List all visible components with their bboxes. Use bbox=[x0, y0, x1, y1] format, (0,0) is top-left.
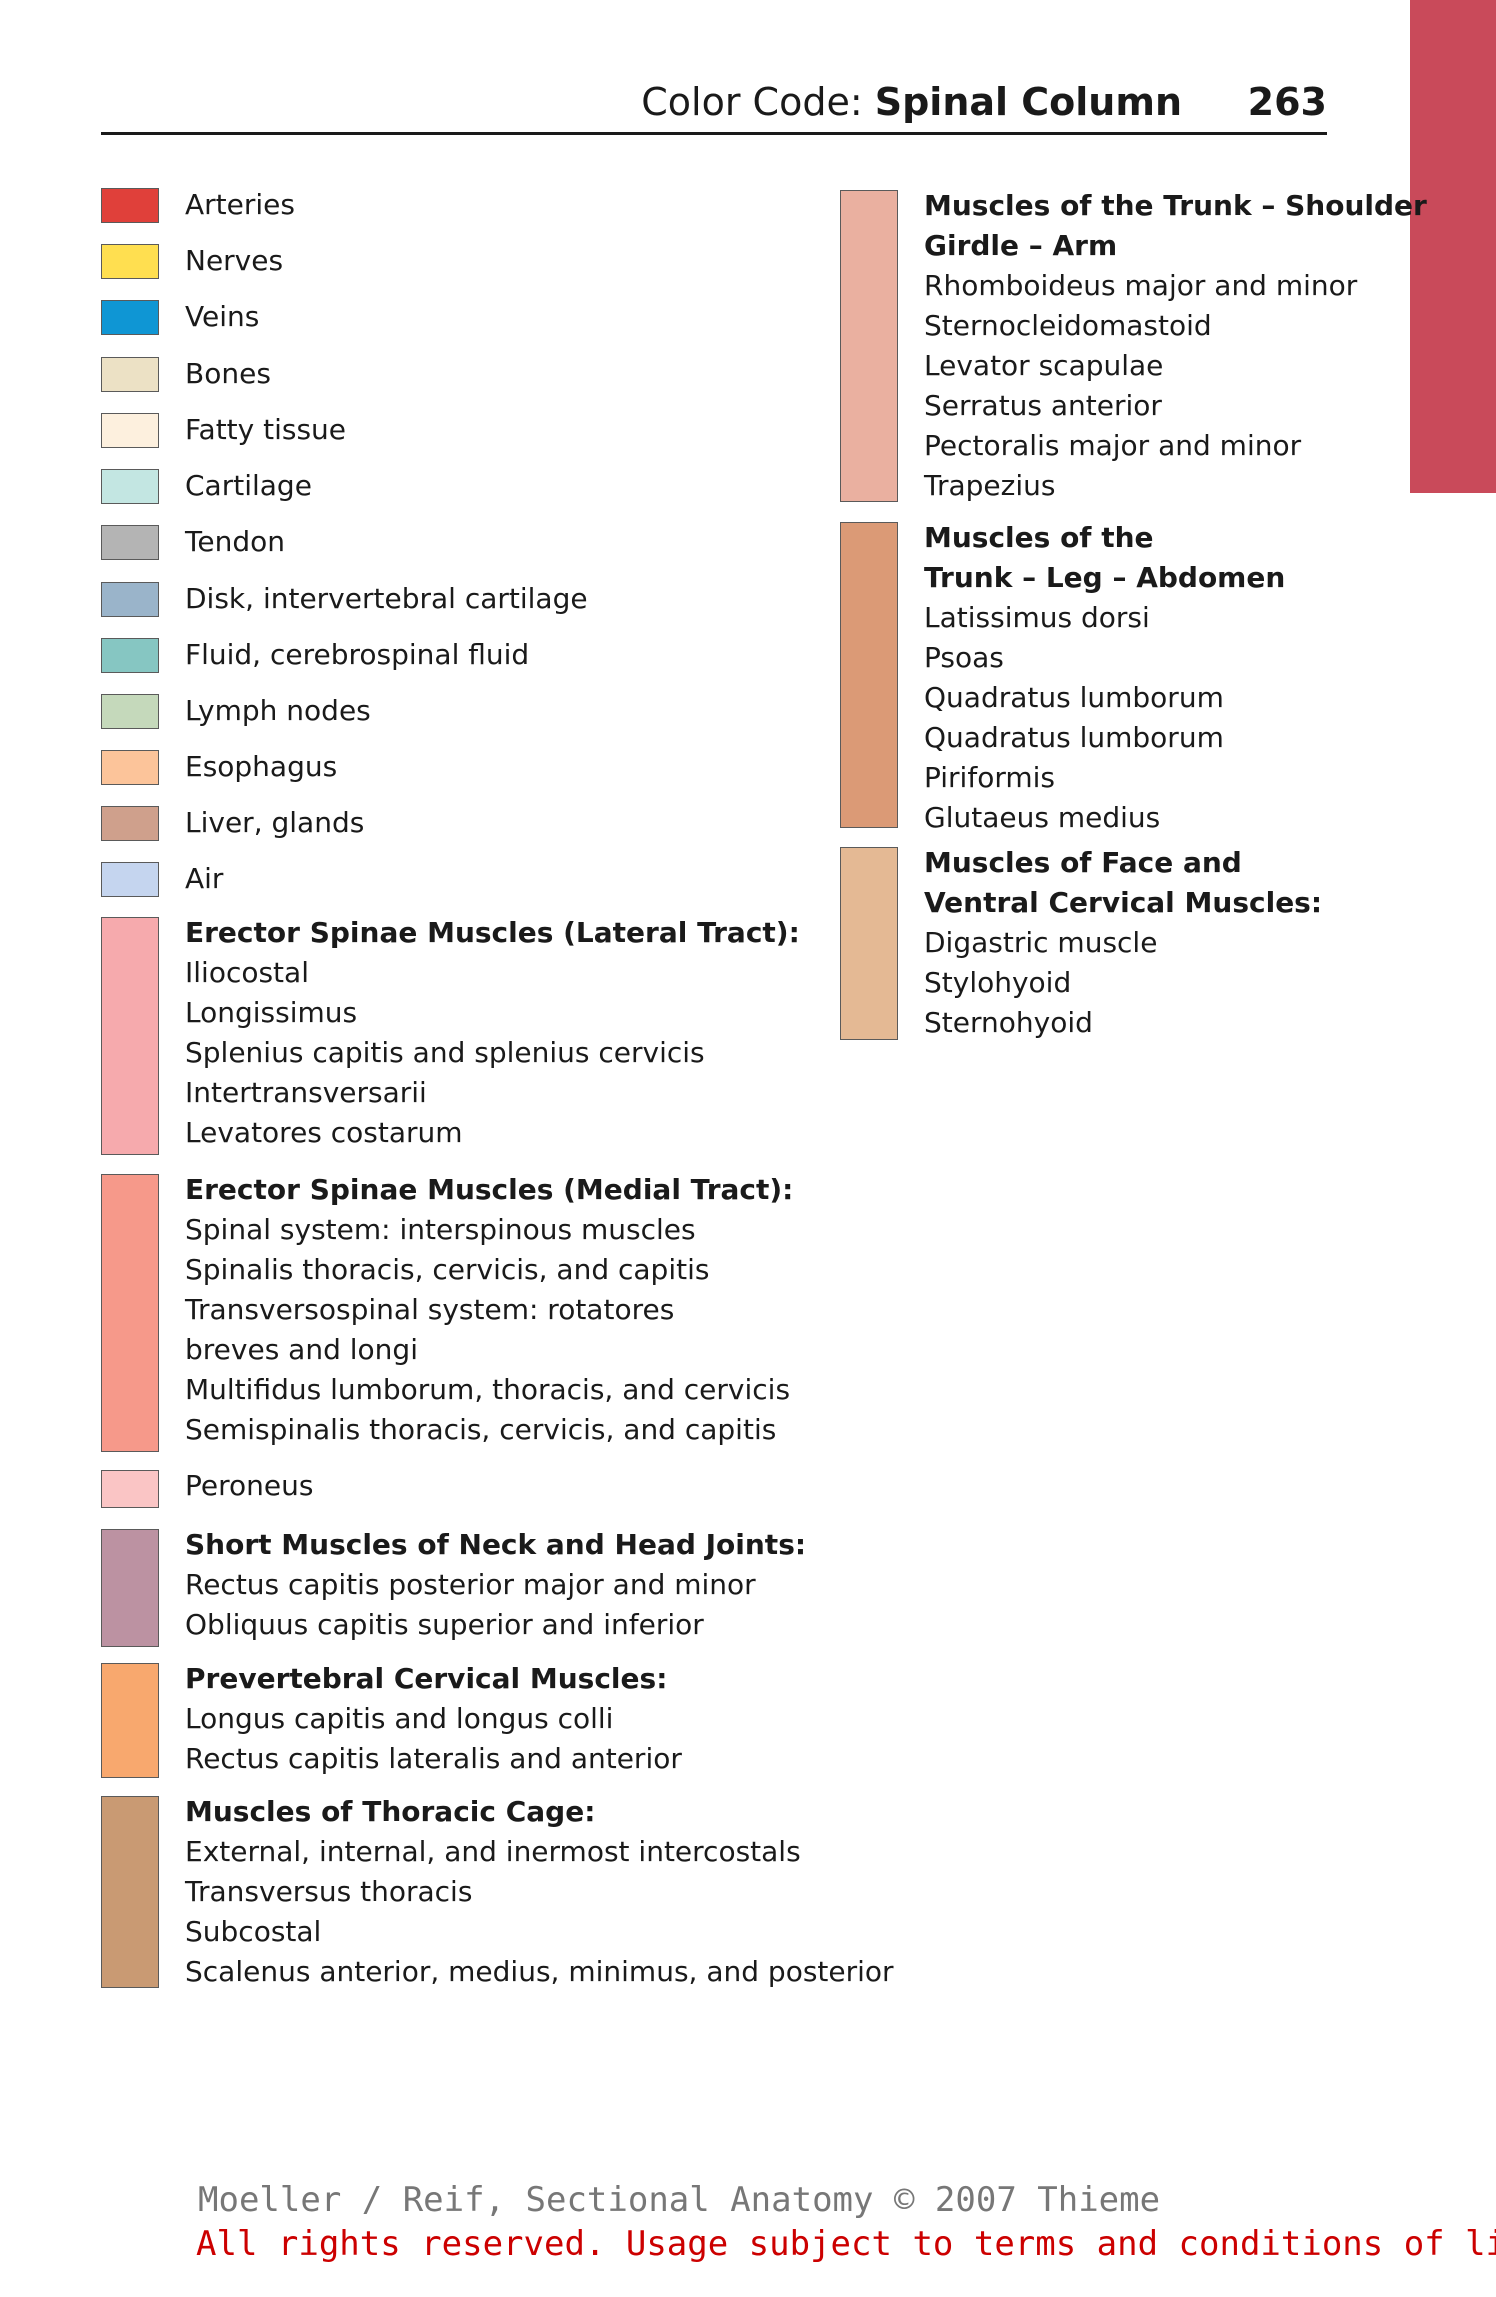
group-item: Spinalis thoracis, cervicis, and capitis bbox=[185, 1253, 710, 1286]
group-item: Semispinalis thoracis, cervicis, and cap… bbox=[185, 1413, 777, 1446]
legend-label: Fluid, cerebrospinal fluid bbox=[185, 638, 530, 671]
group-item: Sternocleidomastoid bbox=[924, 309, 1212, 342]
legend-label: Nerves bbox=[185, 244, 284, 277]
group-item: Rectus capitis posterior major and minor bbox=[185, 1568, 756, 1601]
group-item: Multifidus lumborum, thoracis, and cervi… bbox=[185, 1373, 791, 1406]
legend-group-label: Muscles of the Trunk – Shoulder Girdle – … bbox=[924, 186, 1427, 506]
color-swatch bbox=[101, 582, 159, 617]
color-swatch bbox=[840, 847, 898, 1040]
color-swatch bbox=[101, 1796, 159, 1988]
legend-label: Esophagus bbox=[185, 750, 338, 783]
color-swatch bbox=[101, 862, 159, 897]
color-swatch bbox=[101, 917, 159, 1155]
group-heading: Muscles of Face and bbox=[924, 846, 1242, 879]
group-item: Obliquus capitis superior and inferior bbox=[185, 1608, 704, 1641]
color-swatch bbox=[101, 469, 159, 504]
group-heading: Ventral Cervical Muscles: bbox=[924, 886, 1323, 919]
title-bold: Spinal Column bbox=[874, 80, 1182, 124]
group-item: Levatores costarum bbox=[185, 1116, 463, 1149]
group-item: Scalenus anterior, medius, minimus, and … bbox=[185, 1955, 894, 1988]
color-swatch bbox=[101, 1174, 159, 1452]
legend-label: Disk, intervertebral cartilage bbox=[185, 582, 588, 615]
group-heading: Erector Spinae Muscles (Medial Tract): bbox=[185, 1173, 794, 1206]
group-item: Rectus capitis lateralis and anterior bbox=[185, 1742, 682, 1775]
legend-label: Tendon bbox=[185, 525, 285, 558]
legend-label: Lymph nodes bbox=[185, 694, 371, 727]
group-heading: Muscles of the Trunk – Shoulder bbox=[924, 189, 1427, 222]
group-item: Longissimus bbox=[185, 996, 358, 1029]
group-heading: Muscles of the bbox=[924, 521, 1154, 554]
legend-label: Bones bbox=[185, 357, 271, 390]
legend-label: Air bbox=[185, 862, 224, 895]
legend-group-label: Short Muscles of Neck and Head Joints: Re… bbox=[185, 1525, 806, 1645]
group-item: Pectoralis major and minor bbox=[924, 429, 1302, 462]
footer-credit: Moeller / Reif, Sectional Anatomy © 2007… bbox=[198, 2180, 1161, 2220]
group-heading: Prevertebral Cervical Muscles: bbox=[185, 1662, 668, 1695]
group-item: Digastric muscle bbox=[924, 926, 1158, 959]
legend-label: Cartilage bbox=[185, 469, 312, 502]
legend-group-label: Peroneus bbox=[185, 1466, 313, 1506]
legend-label: Liver, glands bbox=[185, 806, 365, 839]
group-heading: Trunk – Leg – Abdomen bbox=[924, 561, 1286, 594]
group-item: Quadratus lumborum bbox=[924, 681, 1224, 714]
color-swatch bbox=[101, 638, 159, 673]
group-heading: Muscles of Thoracic Cage: bbox=[185, 1795, 596, 1828]
group-item: Transversospinal system: rotatores bbox=[185, 1293, 675, 1326]
group-heading: Girdle – Arm bbox=[924, 229, 1118, 262]
legend-group-label: Muscles of the Trunk – Leg – Abdomen Latis… bbox=[924, 518, 1285, 838]
legend-group-label: Muscles of Face and Ventral Cervical Musc… bbox=[924, 843, 1322, 1043]
group-item: Rhomboideus major and minor bbox=[924, 269, 1358, 302]
group-item: Longus capitis and longus colli bbox=[185, 1702, 614, 1735]
group-item: Latissimus dorsi bbox=[924, 601, 1150, 634]
color-swatch bbox=[101, 300, 159, 335]
legend-label: Fatty tissue bbox=[185, 413, 347, 446]
group-item: Peroneus bbox=[185, 1469, 314, 1502]
group-item: Levator scapulae bbox=[924, 349, 1164, 382]
footer-rights: All rights reserved. Usage subject to te… bbox=[196, 2224, 1496, 2264]
group-item: Transversus thoracis bbox=[185, 1875, 473, 1908]
group-item: Subcostal bbox=[185, 1915, 322, 1948]
color-swatch bbox=[101, 413, 159, 448]
color-swatch bbox=[101, 750, 159, 785]
page-header: Color Code: Spinal Column 263 bbox=[101, 70, 1327, 135]
group-item: Quadratus lumborum bbox=[924, 721, 1224, 754]
group-item: Spinal system: interspinous muscles bbox=[185, 1213, 696, 1246]
chapter-thumb-tab bbox=[1410, 0, 1496, 493]
legend-group-label: Prevertebral Cervical Muscles: Longus cap… bbox=[185, 1659, 682, 1779]
group-item: Intertransversarii bbox=[185, 1076, 427, 1109]
group-heading: Short Muscles of Neck and Head Joints: bbox=[185, 1528, 807, 1561]
legend-group-label: Erector Spinae Muscles (Medial Tract): Sp… bbox=[185, 1170, 793, 1450]
color-swatch bbox=[840, 190, 898, 502]
group-item: Trapezius bbox=[924, 469, 1056, 502]
group-item: Iliocostal bbox=[185, 956, 309, 989]
color-swatch bbox=[101, 357, 159, 392]
group-item: Piriformis bbox=[924, 761, 1055, 794]
title-prefix: Color Code: bbox=[641, 80, 875, 124]
color-swatch bbox=[101, 1663, 159, 1778]
legend-label: Veins bbox=[185, 300, 260, 333]
group-item: Glutaeus medius bbox=[924, 801, 1161, 834]
page-title: Color Code: Spinal Column bbox=[641, 80, 1182, 124]
color-swatch bbox=[101, 806, 159, 841]
group-item: breves and longi bbox=[185, 1333, 418, 1366]
color-swatch bbox=[101, 694, 159, 729]
page-number: 263 bbox=[1247, 80, 1327, 124]
legend-group-label: Erector Spinae Muscles (Lateral Tract): I… bbox=[185, 913, 800, 1153]
color-swatch bbox=[101, 525, 159, 560]
color-swatch bbox=[101, 1470, 159, 1508]
group-item: Serratus anterior bbox=[924, 389, 1162, 422]
color-swatch bbox=[101, 188, 159, 223]
group-item: Splenius capitis and splenius cervicis bbox=[185, 1036, 705, 1069]
group-item: External, internal, and inermost interco… bbox=[185, 1835, 801, 1868]
group-heading: Erector Spinae Muscles (Lateral Tract): bbox=[185, 916, 800, 949]
group-item: Stylohyoid bbox=[924, 966, 1072, 999]
color-swatch bbox=[101, 1529, 159, 1647]
color-swatch bbox=[101, 244, 159, 279]
legend-group-label: Muscles of Thoracic Cage: External, inter… bbox=[185, 1792, 894, 1992]
group-item: Psoas bbox=[924, 641, 1004, 674]
legend-label: Arteries bbox=[185, 188, 295, 221]
color-swatch bbox=[840, 522, 898, 828]
group-item: Sternohyoid bbox=[924, 1006, 1093, 1039]
